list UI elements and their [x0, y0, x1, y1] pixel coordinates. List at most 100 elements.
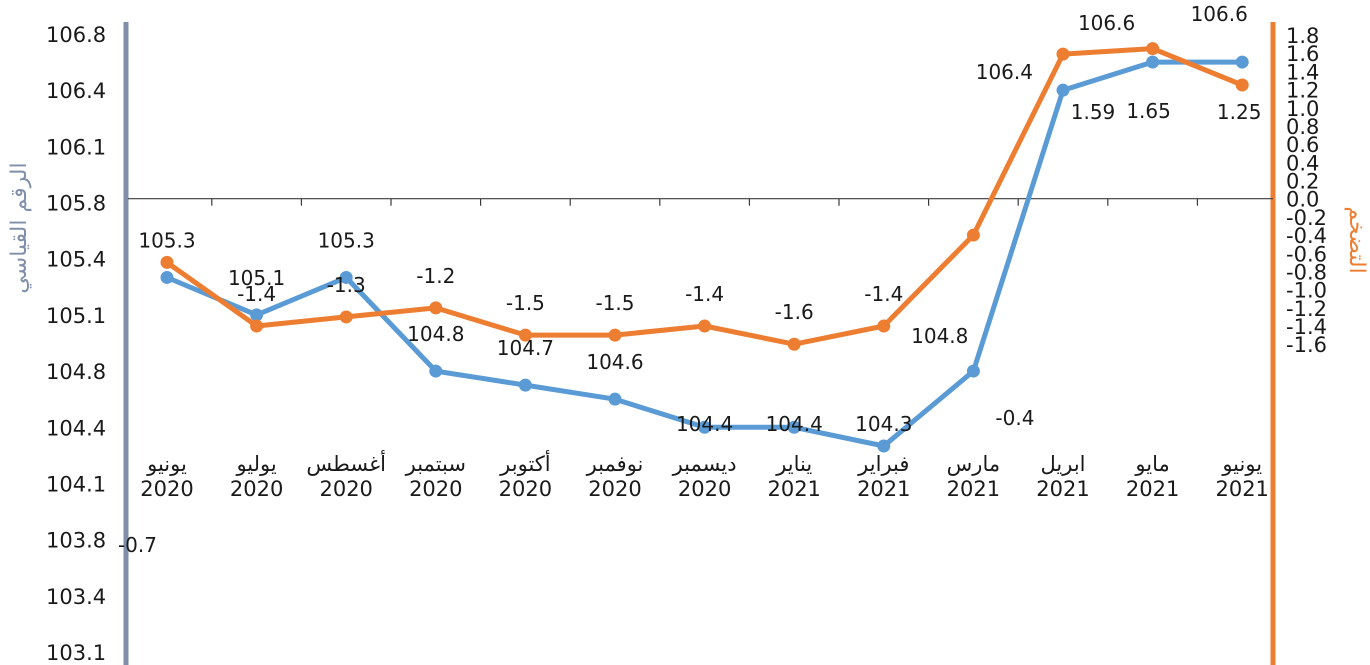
- inflation-data-label: -1.2: [416, 264, 455, 288]
- inflation-data-point: [1146, 42, 1160, 56]
- index-data-point: [518, 378, 532, 392]
- right-tick-label: -0.4: [1286, 224, 1327, 248]
- inflation-data-label: -1.6: [775, 300, 814, 324]
- index-data-point: [787, 420, 801, 434]
- category-label-year: 2020: [499, 477, 552, 501]
- left-tick-label: 103.8: [46, 529, 106, 553]
- inflation-data-point: [250, 319, 264, 333]
- right-axis-title: التضخم: [1344, 206, 1369, 273]
- right-tick-label: -0.8: [1286, 260, 1327, 284]
- left-tick-label: 104.4: [46, 416, 106, 440]
- category-label-month: يونيو: [1221, 452, 1262, 476]
- inflation-data-point: [1235, 78, 1249, 92]
- right-tick-label: 0.6: [1286, 133, 1319, 157]
- category-label-month: أغسطس: [306, 450, 386, 476]
- inflation-data-label: -1.5: [506, 291, 545, 315]
- inflation-data-point: [160, 255, 174, 269]
- category-label-month: سبتمبر: [405, 452, 466, 476]
- category-label-year: 2020: [319, 477, 372, 501]
- left-tick-label: 104.1: [46, 472, 106, 496]
- inflation-data-label: -0.4: [995, 406, 1034, 430]
- category-label-year: 2021: [947, 477, 1000, 501]
- inflation-data-point: [787, 337, 801, 351]
- index-data-label: 106.4: [976, 60, 1033, 84]
- inflation-data-point: [877, 319, 891, 333]
- right-tick-label: 0.4: [1286, 151, 1319, 175]
- left-tick-label: 105.1: [46, 304, 106, 328]
- left-tick-label: 106.4: [46, 79, 106, 103]
- left-tick-label: 103.1: [46, 641, 106, 665]
- category-label-month: يوليو: [235, 452, 276, 476]
- right-tick-label: 1.4: [1286, 60, 1319, 84]
- index-data-label: 106.6: [1191, 2, 1248, 26]
- index-data-label: 104.7: [497, 336, 554, 360]
- left-tick-label: 104.8: [46, 360, 106, 384]
- right-tick-label: -1.0: [1286, 279, 1327, 303]
- category-label-year: 2020: [409, 477, 462, 501]
- inflation-data-point: [339, 310, 353, 324]
- index-data-point: [698, 420, 712, 434]
- index-data-point: [250, 308, 264, 322]
- category-label-month: ابريل: [1040, 452, 1085, 476]
- chart-text: 106.8 106.4 106.1 105.8 105.4 105.1 104.8 104.4…: [7, 2, 1369, 665]
- inflation-data-label: 1.25: [1217, 100, 1262, 124]
- category-label-month: مايو: [1134, 452, 1169, 476]
- inflation-data-label: -1.4: [864, 282, 903, 306]
- category-label-month: نوفمبر: [586, 452, 644, 476]
- category-label-month: أكتوبر: [499, 450, 550, 476]
- index-data-point: [1235, 55, 1249, 69]
- index-data-label: 104.4: [766, 412, 823, 436]
- index-data-point: [966, 364, 980, 378]
- right-tick-label: 1.2: [1286, 79, 1319, 103]
- category-label-year: 2020: [230, 477, 283, 501]
- category-label-month: فبراير: [857, 452, 909, 476]
- index-data-label: 104.4: [676, 412, 733, 436]
- inflation-data-label: -0.7: [118, 533, 157, 557]
- category-label-year: 2020: [140, 477, 193, 501]
- inflation-data-point: [1056, 47, 1070, 61]
- index-data-label: 105.3: [318, 228, 375, 252]
- category-label-month: مارس: [947, 452, 1000, 476]
- inflation-data-point: [429, 301, 443, 315]
- index-data-label: 104.3: [855, 412, 912, 436]
- inflation-data-point: [698, 319, 712, 333]
- index-data-point: [608, 392, 622, 406]
- category-label-month: ديسمبر: [672, 452, 737, 476]
- right-tick-label: 1.8: [1286, 24, 1319, 48]
- category-label-month: يناير: [775, 452, 812, 476]
- inflation-data-label: -1.3: [327, 273, 366, 297]
- category-label-year: 2021: [1215, 477, 1268, 501]
- index-data-point: [160, 270, 174, 284]
- category-label-month: يونيو: [146, 452, 187, 476]
- category-label-year: 2020: [588, 477, 641, 501]
- category-label-year: 2021: [1036, 477, 1089, 501]
- index-data-label: 106.6: [1078, 11, 1135, 35]
- index-data-point: [877, 439, 891, 453]
- index-data-label: 105.3: [138, 228, 195, 252]
- index-data-label: 104.8: [407, 322, 464, 346]
- series-lines: [160, 42, 1249, 453]
- right-tick-label: -1.6: [1286, 333, 1327, 357]
- index-data-label: 104.6: [586, 350, 643, 374]
- right-tick-label: -0.6: [1286, 242, 1327, 266]
- left-tick-label: 105.4: [46, 248, 106, 272]
- inflation-data-point: [608, 328, 622, 342]
- index-data-point: [339, 270, 353, 284]
- right-tick-label: 1.6: [1286, 42, 1319, 66]
- index-data-point: [429, 364, 443, 378]
- inflation-data-point: [518, 328, 532, 342]
- inflation-data-label: -1.4: [237, 282, 276, 306]
- category-label-year: 2021: [767, 477, 820, 501]
- left-tick-label: 105.8: [46, 192, 106, 216]
- category-label-year: 2021: [1126, 477, 1179, 501]
- right-tick-label: 0.0: [1286, 188, 1319, 212]
- index-data-label: 104.8: [911, 324, 968, 348]
- inflation-data-point: [966, 228, 980, 242]
- inflation-data-label: 1.65: [1126, 99, 1171, 123]
- index-data-point: [1056, 83, 1070, 97]
- left-tick-label: 106.8: [46, 23, 106, 47]
- inflation-data-label: -1.5: [595, 291, 634, 315]
- index-data-point: [1146, 55, 1160, 69]
- right-tick-label: 0.8: [1286, 115, 1319, 139]
